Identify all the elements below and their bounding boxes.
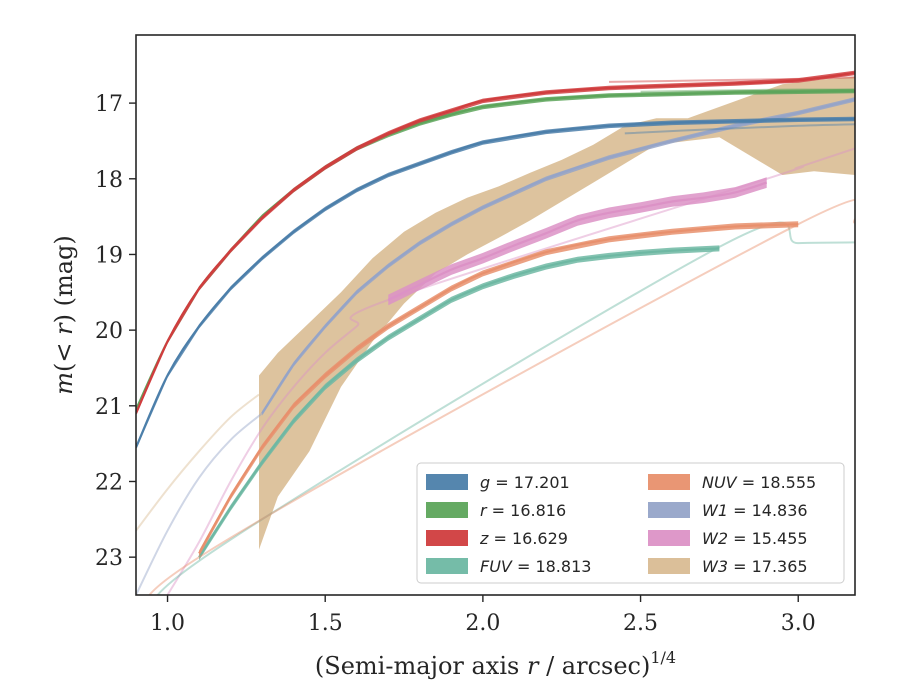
legend-label-w2: W2 = 15.455	[702, 529, 808, 548]
axes-layer	[135, 34, 856, 596]
legend-label-g: g = 17.201	[480, 473, 570, 492]
series-w3-extrapolation	[136, 393, 260, 532]
legend-label-z: z = 16.629	[479, 529, 568, 548]
series-z	[136, 70, 855, 416]
series-w2-band	[388, 177, 767, 306]
y-tick-label: 19	[95, 243, 123, 268]
legend-swatch-fuv	[426, 558, 468, 574]
series-g-extrapolation	[624, 123, 855, 135]
legend-swatch-r	[426, 502, 468, 518]
legend-swatch-z	[426, 530, 468, 546]
y-tick-label: 21	[95, 395, 123, 420]
x-tick-label: 1.0	[150, 611, 185, 636]
legend-swatch-w1	[648, 502, 690, 518]
series-w2-line	[387, 181, 768, 301]
legend-label-fuv: FUV = 18.813	[480, 557, 591, 576]
series-w1-line	[261, 98, 855, 414]
x-tick-label: 2.5	[623, 611, 658, 636]
x-tick-label: 2.0	[465, 611, 500, 636]
y-tick-label: 23	[95, 546, 123, 571]
legend-swatch-w2	[648, 530, 690, 546]
x-axis-label: (Semi-major axis r / arcsec)1/4	[315, 648, 676, 680]
x-tick-label: 1.5	[308, 611, 343, 636]
legend-label-w3: W3 = 17.365	[702, 557, 808, 576]
series-w1-extrapolation	[136, 412, 263, 595]
series-g	[136, 116, 855, 450]
series-z-line	[136, 71, 855, 414]
x-tick-label: 3.0	[781, 611, 816, 636]
series-g-line	[136, 117, 855, 448]
labels-layer: (Semi-major axis r / arcsec)1/4 m(< r) (m…	[50, 235, 676, 680]
plot-frame	[135, 34, 856, 596]
ticks-layer: 1.0 1.5 2.0 2.5 3.0 17 18 19 20 21 22 23	[95, 92, 816, 636]
y-axis-label: m(< r) (mag)	[50, 235, 78, 395]
series-w2	[166, 147, 855, 595]
y-tick-label: 17	[95, 92, 123, 117]
series-fuv-line	[198, 247, 720, 558]
series-w1	[136, 97, 855, 595]
series-layer	[136, 70, 855, 595]
legend-swatch-w3	[648, 558, 690, 574]
series-w2-extrapolation	[166, 147, 855, 595]
legend-swatch-g	[426, 474, 468, 490]
legend-box	[416, 462, 845, 584]
legend: g = 17.201 r = 16.816 z = 16.629 FUV = 18.8…	[416, 462, 845, 584]
series-w3-band	[259, 76, 855, 550]
y-tick-label: 18	[95, 168, 123, 193]
series-w3	[136, 76, 855, 550]
legend-label-nuv: NUV = 18.555	[702, 473, 816, 492]
legend-label-w1: W1 = 14.836	[702, 501, 808, 520]
y-tick-label: 20	[95, 319, 123, 344]
series-nuv-line	[198, 223, 799, 554]
series-nuv	[148, 198, 855, 595]
series-fuv-extrapolation	[156, 221, 855, 595]
y-tick-label: 22	[95, 470, 123, 495]
series-nuv-extrapolation	[148, 198, 855, 595]
legend-swatch-nuv	[648, 474, 690, 490]
series-fuv	[156, 221, 855, 595]
legend-label-r: r = 16.816	[480, 501, 566, 520]
